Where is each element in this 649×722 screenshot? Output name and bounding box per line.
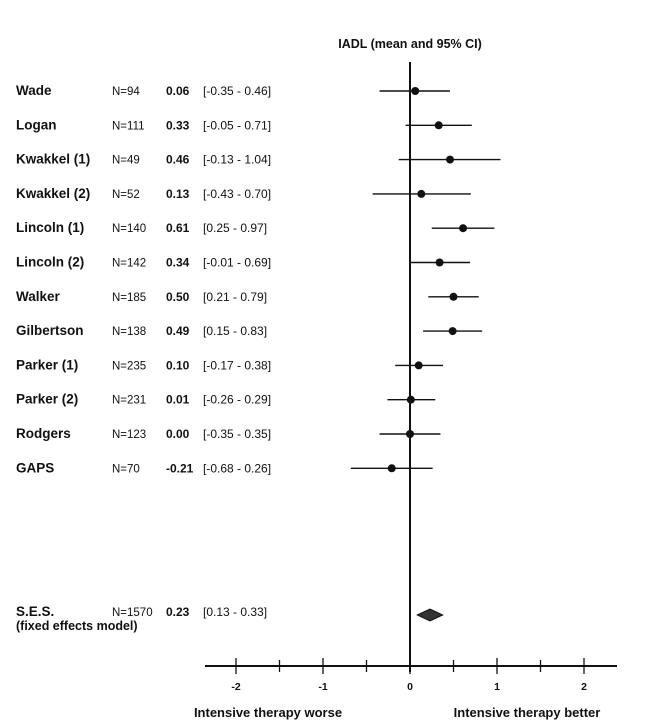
study-mean: 0.46 <box>166 153 190 167</box>
study-ci: [-0.35 - 0.35] <box>203 427 271 441</box>
study-n: N=70 <box>112 463 140 475</box>
study-name: Walker <box>16 289 61 304</box>
study-ci: [-0.43 - 0.70] <box>203 187 271 201</box>
summary-name: S.E.S. <box>16 604 54 619</box>
study-mean: 0.61 <box>166 221 190 235</box>
study-mean: 0.50 <box>166 290 190 304</box>
study-name: Wade <box>16 83 52 98</box>
summary-n: N=1570 <box>112 607 153 619</box>
point-estimate <box>411 87 420 95</box>
study-n: N=142 <box>112 258 146 270</box>
study-name: Lincoln (2) <box>16 255 84 270</box>
x-tick-label: -2 <box>231 681 240 693</box>
point-estimate <box>417 189 426 198</box>
study-ci: [-0.17 - 0.38] <box>203 358 271 372</box>
study-mean: 0.00 <box>166 427 190 441</box>
study-name: Parker (1) <box>16 357 78 372</box>
study-ci: [-0.68 - 0.26] <box>203 461 271 475</box>
study-n: N=52 <box>112 189 140 201</box>
x-tick-label: -1 <box>318 681 327 693</box>
study-ci: [-0.01 - 0.69] <box>203 256 271 270</box>
study-n: N=185 <box>112 292 146 304</box>
study-mean: -0.21 <box>166 461 194 475</box>
study-n: N=138 <box>112 326 146 338</box>
study-name: Kwakkel (1) <box>16 152 90 167</box>
study-ci: [0.15 - 0.83] <box>203 324 267 338</box>
study-mean: 0.33 <box>166 118 190 132</box>
x-footer-left: Intensive therapy worse <box>194 705 342 720</box>
study-name: Lincoln (1) <box>16 220 84 235</box>
plot-marks <box>350 62 501 672</box>
x-footer-right: Intensive therapy better <box>454 705 601 720</box>
summary-ci: [0.13 - 0.33] <box>203 605 267 619</box>
point-estimate <box>449 292 458 301</box>
chart-title: IADL (mean and 95% CI) <box>338 37 482 51</box>
study-name: Logan <box>16 117 57 132</box>
study-ci: [0.25 - 0.97] <box>203 221 267 235</box>
study-n: N=49 <box>112 155 140 167</box>
study-name: Gilbertson <box>16 323 84 338</box>
study-n: N=94 <box>112 86 140 98</box>
point-estimate <box>446 155 455 164</box>
study-n: N=231 <box>112 395 146 407</box>
study-n: N=235 <box>112 360 146 372</box>
study-name: Rodgers <box>16 426 71 441</box>
summary-diamond <box>416 608 444 622</box>
study-name: Parker (2) <box>16 392 78 407</box>
point-estimate <box>414 361 423 370</box>
x-tick-label: 2 <box>581 681 587 693</box>
x-tick-label: 0 <box>407 681 413 693</box>
study-n: N=140 <box>112 223 146 235</box>
summary-mean: 0.23 <box>166 605 190 619</box>
point-estimate <box>434 121 443 130</box>
study-n: N=111 <box>112 120 145 132</box>
study-rows: Wade N=94 0.06 [-0.35 - 0.46] Logan N=111 0.33… <box>16 83 271 633</box>
study-n: N=123 <box>112 429 146 441</box>
study-mean: 0.01 <box>166 393 190 407</box>
study-mean: 0.49 <box>166 324 190 338</box>
study-mean: 0.13 <box>166 187 190 201</box>
study-ci: [0.21 - 0.79] <box>203 290 267 304</box>
point-estimate <box>448 327 457 336</box>
study-name: GAPS <box>16 460 54 475</box>
study-mean: 0.34 <box>166 256 190 270</box>
study-ci: [-0.35 - 0.46] <box>203 84 271 98</box>
summary-subtitle: (fixed effects model) <box>16 619 138 633</box>
study-name: Kwakkel (2) <box>16 186 90 201</box>
study-ci: [-0.26 - 0.29] <box>203 393 271 407</box>
study-ci: [-0.13 - 1.04] <box>203 153 271 167</box>
point-estimate <box>435 258 444 267</box>
x-tick-label: 1 <box>494 681 500 693</box>
x-axis: -2 -1 0 1 2 <box>205 658 617 693</box>
study-mean: 0.06 <box>166 84 190 98</box>
study-mean: 0.10 <box>166 358 190 372</box>
point-estimate <box>459 224 468 233</box>
study-ci: [-0.05 - 0.71] <box>203 118 271 132</box>
point-estimate <box>387 464 396 473</box>
